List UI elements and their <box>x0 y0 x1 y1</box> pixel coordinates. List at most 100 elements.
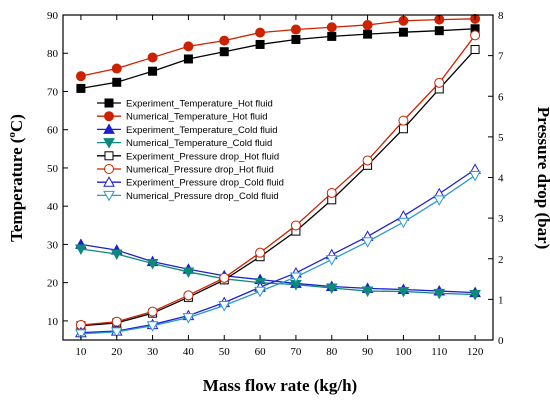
x-tick-label: 60 <box>255 346 267 358</box>
x-tick-label: 120 <box>467 346 484 358</box>
legend-marker <box>104 164 114 174</box>
data-point <box>327 31 337 41</box>
x-tick-label: 80 <box>326 346 338 358</box>
right-tick-label: 6 <box>498 91 504 103</box>
data-point <box>362 19 373 30</box>
legend-label: Numerical_Pressure drop_Cold fluid <box>126 191 279 202</box>
series-1 <box>76 24 480 93</box>
data-point <box>75 71 86 82</box>
data-point <box>325 283 338 295</box>
series-line <box>80 34 476 326</box>
left-tick-label: 10 <box>47 316 59 328</box>
data-point <box>146 259 159 270</box>
data-point <box>183 290 194 301</box>
data-point <box>218 300 231 312</box>
data-point <box>255 247 266 258</box>
data-point <box>76 83 86 93</box>
x-tick-label: 70 <box>290 346 302 358</box>
legend-marker <box>103 123 115 134</box>
x-tick-label: 110 <box>431 346 448 358</box>
data-point <box>326 22 337 33</box>
data-point <box>470 45 480 55</box>
data-point <box>255 39 265 49</box>
data-point <box>255 27 266 38</box>
data-point <box>75 329 87 340</box>
left-tick-label: 90 <box>47 10 59 22</box>
legend-marker <box>103 138 115 149</box>
series-8 <box>75 170 481 340</box>
legend-label: Experiment_Pressure drop_Cold fluid <box>126 178 284 189</box>
left-axis-title-sup: o <box>6 132 18 138</box>
data-point <box>290 272 302 284</box>
right-tick-label: 3 <box>498 213 504 225</box>
data-point <box>469 170 481 182</box>
data-point <box>219 272 230 283</box>
data-point <box>219 35 230 46</box>
series-line <box>80 28 476 90</box>
left-tick-label: 70 <box>47 86 59 98</box>
right-tick-label: 7 <box>498 51 504 63</box>
x-tick-label: 20 <box>111 346 123 358</box>
series-4 <box>75 244 481 301</box>
data-point <box>397 217 410 229</box>
data-point <box>433 195 446 206</box>
data-point <box>326 187 337 198</box>
data-point <box>147 306 158 317</box>
data-point <box>183 54 193 64</box>
right-tick-label: 5 <box>498 132 504 144</box>
data-point <box>110 327 123 338</box>
data-point <box>291 34 301 44</box>
legend-label: Experiment_Temperature_Cold fluid <box>126 125 278 136</box>
right-tick-label: 0 <box>498 335 504 347</box>
legend-item: Experiment_Pressure drop_Hot fluid <box>97 151 279 162</box>
data-point <box>290 220 301 231</box>
x-tick-label: 40 <box>183 346 195 358</box>
left-tick-label: 20 <box>47 278 59 290</box>
legend-marker <box>104 98 114 108</box>
series-line <box>80 49 476 327</box>
data-point <box>361 286 374 298</box>
x-axis-title: Mass flow rate (kg/h) <box>203 376 357 395</box>
data-point <box>146 321 159 332</box>
right-tick-label: 1 <box>498 294 504 306</box>
right-tick-label: 4 <box>498 173 504 185</box>
series-line <box>80 168 476 334</box>
series-line <box>80 174 476 335</box>
series-line <box>80 18 476 77</box>
left-tick-label: 50 <box>47 163 59 175</box>
legend-label: Numerical_Pressure drop_Hot fluid <box>126 165 274 176</box>
legend-label: Experiment_Temperature_Hot fluid <box>126 99 273 110</box>
x-tick-label: 50 <box>219 346 231 358</box>
data-point <box>398 124 408 134</box>
legend-item: Numerical_Pressure drop_Hot fluid <box>97 164 274 176</box>
data-point <box>147 52 158 63</box>
data-point <box>111 63 122 74</box>
data-point <box>110 249 123 261</box>
data-point <box>219 47 229 57</box>
legend-label: Experiment_Pressure drop_Hot fluid <box>126 151 279 162</box>
data-point <box>325 255 338 266</box>
data-point <box>182 313 195 324</box>
legend-item: Experiment_Pressure drop_Cold fluid <box>97 176 284 189</box>
axes: 10 20 30 40 50 60 70 80 90 100 110 1201020304050607… <box>47 10 504 358</box>
series-2 <box>75 13 481 82</box>
data-point <box>361 237 374 248</box>
legend: Experiment_Temperature_Hot fluid Numerica… <box>97 98 284 202</box>
left-axis-title: Temperature (oC) <box>6 114 26 242</box>
right-axis-title: Pressure drop (bar) <box>534 107 550 250</box>
x-tick-label: 100 <box>395 346 412 358</box>
legend-marker <box>103 190 115 202</box>
legend-label: Numerical_Temperature_Cold fluid <box>126 138 272 149</box>
data-point <box>148 66 158 76</box>
right-tick-label: 2 <box>498 254 504 266</box>
data-point <box>112 77 122 87</box>
data-point <box>397 286 410 298</box>
data-point <box>398 27 408 37</box>
data-point <box>433 288 446 300</box>
data-point <box>75 244 87 256</box>
series-line <box>80 248 476 296</box>
data-point <box>183 41 194 52</box>
data-point <box>363 29 373 39</box>
data-point <box>290 24 301 35</box>
x-tick-label: 10 <box>75 346 87 358</box>
